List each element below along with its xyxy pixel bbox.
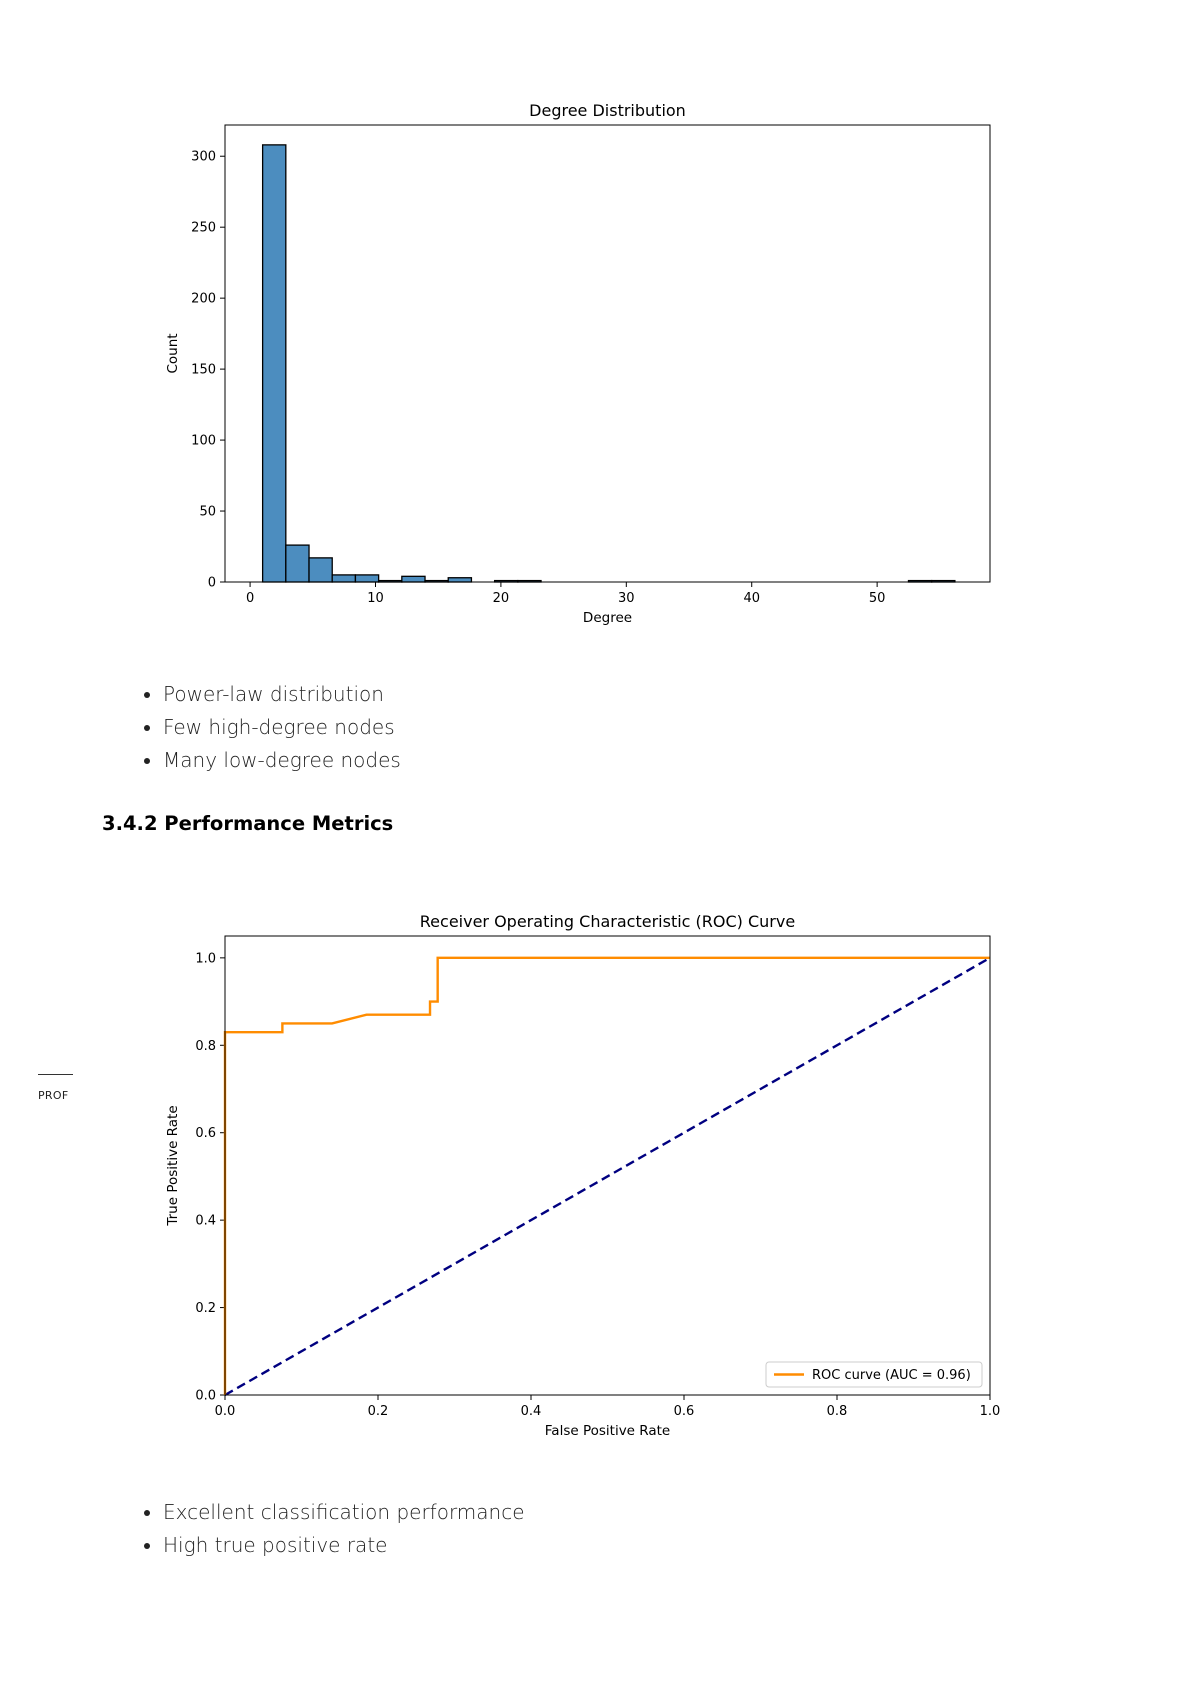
x-axis-label: False Positive Rate bbox=[545, 1423, 670, 1439]
x-tick-label: 50 bbox=[869, 591, 886, 606]
y-tick-label: 250 bbox=[191, 221, 216, 236]
degree-observations-list: Power-law distribution Few high-degree n… bbox=[133, 678, 401, 777]
x-tick-label: 0.4 bbox=[521, 1404, 542, 1419]
x-tick-label: 30 bbox=[618, 591, 635, 606]
margin-note: PROF bbox=[38, 1074, 73, 1102]
x-tick-label: 20 bbox=[493, 591, 510, 606]
list-item: Power-law distribution bbox=[163, 678, 401, 711]
legend-label: ROC curve (AUC = 0.96) bbox=[812, 1368, 971, 1383]
roc-curve-chart: 0.0 0.2 0.4 0.6 0.8 1.0 0.0 0.2 0.4 0.6 0.8 1.0 Rece… bbox=[165, 912, 1001, 1439]
histogram-bar bbox=[308, 557, 333, 583]
y-tick-label: 150 bbox=[191, 363, 216, 378]
x-tick-label: 0.6 bbox=[674, 1404, 695, 1419]
plot-frame bbox=[224, 124, 991, 583]
x-tick-label: 1.0 bbox=[980, 1404, 1001, 1419]
y-tick-label: 50 bbox=[199, 505, 216, 520]
histogram-bar bbox=[401, 575, 426, 583]
roc-curve-line bbox=[223, 956, 990, 1395]
x-tick-label: 0.8 bbox=[827, 1404, 848, 1419]
x-tick-label: 40 bbox=[743, 591, 760, 606]
histogram-bar bbox=[354, 574, 380, 583]
y-tick-label: 0.8 bbox=[195, 1039, 216, 1054]
x-tick-label: 10 bbox=[367, 591, 384, 606]
y-tick-label: 0.0 bbox=[195, 1389, 216, 1404]
degree-distribution-chart: 0 10 20 30 40 50 0 50 100 150 200 250 300 Degree Dist… bbox=[165, 101, 991, 626]
y-tick-label: 300 bbox=[191, 150, 216, 165]
histogram-bar bbox=[447, 577, 473, 583]
legend-box bbox=[765, 1361, 983, 1388]
section-heading: 3.4.2 Performance Metrics bbox=[102, 812, 394, 835]
y-tick-label: 0.4 bbox=[195, 1214, 216, 1229]
histogram-bar bbox=[331, 574, 357, 583]
chart-title: Degree Distribution bbox=[529, 101, 686, 120]
y-axis-label: Count bbox=[165, 333, 181, 373]
y-tick-label: 0.2 bbox=[195, 1301, 216, 1316]
y-tick-label: 0 bbox=[208, 576, 216, 591]
plot-frame bbox=[224, 935, 991, 1396]
x-axis-label: Degree bbox=[583, 610, 632, 626]
y-tick-label: 100 bbox=[191, 434, 216, 449]
chance-line bbox=[224, 956, 991, 1397]
performance-observations-list: Excellent classification performance Hig… bbox=[133, 1496, 525, 1562]
list-item: High true positive rate bbox=[163, 1529, 525, 1562]
y-tick-label: 1.0 bbox=[195, 951, 216, 966]
list-item: Few high-degree nodes bbox=[163, 711, 401, 744]
y-tick-label: 200 bbox=[191, 292, 216, 307]
margin-note-label: PROF bbox=[38, 1089, 69, 1102]
histogram-bar bbox=[261, 144, 287, 583]
x-tick-label: 0.2 bbox=[368, 1404, 389, 1419]
chart-title: Receiver Operating Characteristic (ROC) … bbox=[420, 912, 795, 931]
y-tick-label: 0.6 bbox=[195, 1126, 216, 1141]
x-tick-label: 0 bbox=[246, 591, 254, 606]
x-tick-label: 0.0 bbox=[215, 1404, 236, 1419]
list-item: Excellent classification performance bbox=[163, 1496, 525, 1529]
histogram-bar bbox=[285, 544, 310, 583]
y-axis-label: True Positive Rate bbox=[165, 1105, 181, 1226]
list-item: Many low-degree nodes bbox=[163, 744, 401, 777]
